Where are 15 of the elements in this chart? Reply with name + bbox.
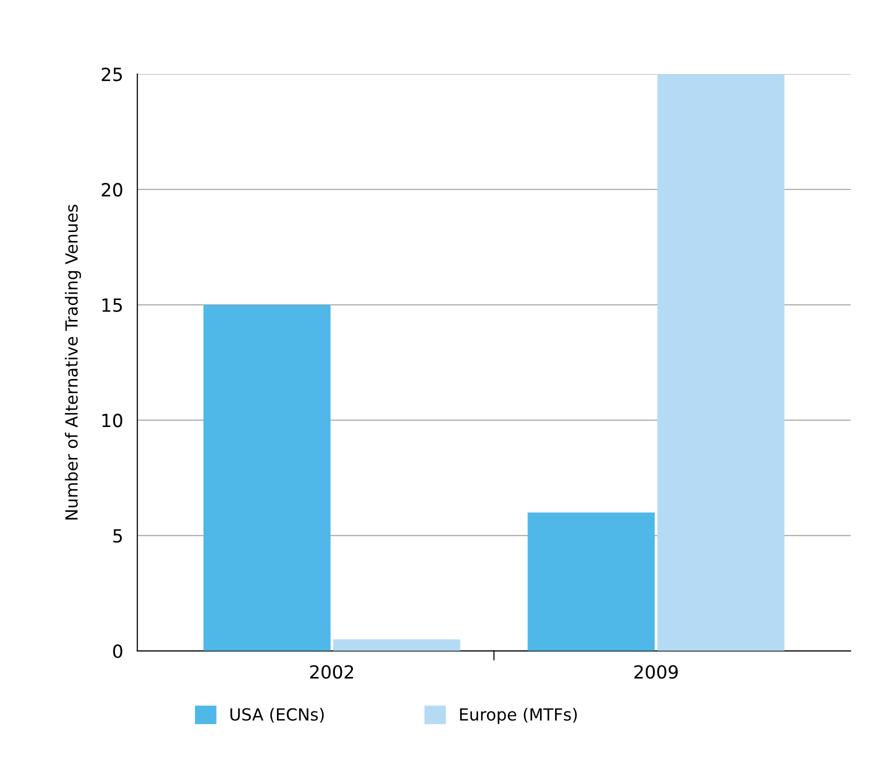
y-tick-label: 10 <box>102 414 122 428</box>
bar <box>528 512 655 651</box>
y-axis-title: Number of Alternative Trading Venues <box>64 204 82 520</box>
y-tick-label: 15 <box>102 298 122 312</box>
bar <box>203 304 331 651</box>
y-tick-label: 0 <box>113 644 122 658</box>
y-tick-label: 20 <box>102 182 122 197</box>
bar <box>657 74 784 651</box>
bar <box>333 639 460 651</box>
legend-label: Europe (MTFs) <box>460 708 577 724</box>
x-tick-label: 2002 <box>310 665 354 679</box>
y-tick-label: 5 <box>113 529 122 543</box>
legend-label: USA (ECNs) <box>230 708 324 723</box>
y-tick-label: 25 <box>102 68 122 82</box>
x-tick-label: 2009 <box>634 665 678 679</box>
